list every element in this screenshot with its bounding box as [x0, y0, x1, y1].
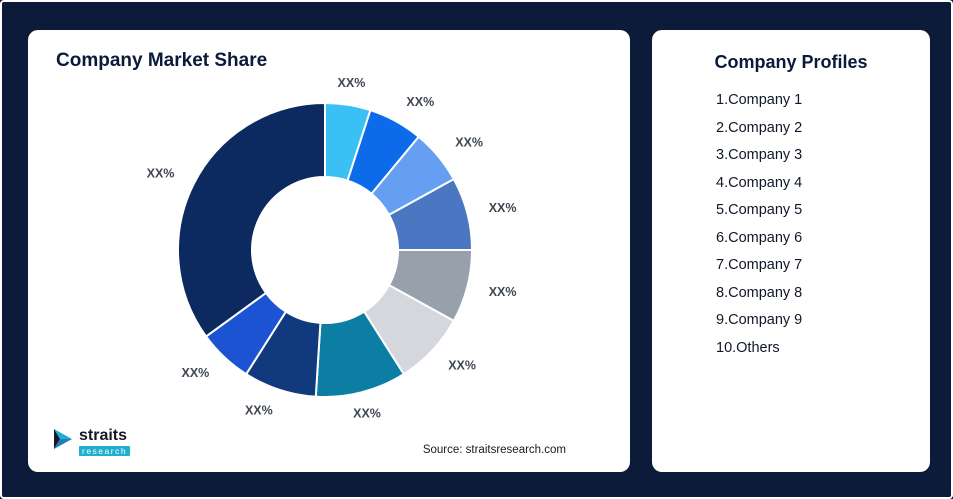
company-profile-item: 1.Company 1: [716, 92, 803, 108]
company-profile-item: 3.Company 3: [716, 147, 803, 163]
company-profile-item: 10.Others: [716, 339, 780, 356]
donut-slice: [177, 102, 326, 338]
slice-label: XX%: [338, 76, 366, 90]
company-profile-item: 2.Company 2: [716, 119, 803, 136]
straits-research-logo: straits research: [52, 426, 131, 456]
company-profiles-list: 1.Company 1 2.Company 2 3.Company 3 4.Compa…: [652, 87, 930, 362]
company-profile-item: 5.Company 5: [716, 202, 803, 218]
slice-label: XX%: [353, 407, 381, 421]
slice-label: XX%: [455, 135, 483, 149]
slice-label: XX%: [489, 201, 517, 215]
slice-label: XX%: [448, 359, 476, 373]
slice-label: XX%: [182, 366, 210, 380]
donut-chart: XX% XX% XX% XX% XX% XX% XX% XX% XX% XX%: [147, 76, 517, 421]
company-profile-item: 7.Company 7: [716, 257, 803, 273]
company-profile-item: 8.Company 8: [716, 284, 803, 301]
company-profile-item: 6.Company 6: [716, 229, 803, 246]
logo-name: straits: [79, 426, 128, 444]
slice-label: XX%: [245, 404, 273, 418]
profiles-title: Company Profiles: [714, 52, 868, 72]
logo-text: straits research: [79, 426, 131, 456]
source-text: Source: straitsresearch.com: [422, 444, 566, 456]
slice-label: XX%: [147, 166, 175, 180]
chart-title: Company Market Share: [56, 50, 268, 71]
market-share-card: Company Market Share XX% XX% XX% XX% XX% XX% X…: [28, 30, 630, 472]
slice-label: XX%: [489, 285, 517, 299]
company-profile-item: 4.Company 4: [716, 174, 803, 191]
company-profiles-card: Company Profiles 1.Company 1 2.Company 2 3…: [652, 30, 930, 472]
company-profile-item: 9.Company 9: [716, 312, 803, 328]
logo-subtext: research: [79, 445, 131, 456]
slice-label: XX%: [406, 95, 434, 109]
logo-arrow-icon: [52, 428, 74, 455]
